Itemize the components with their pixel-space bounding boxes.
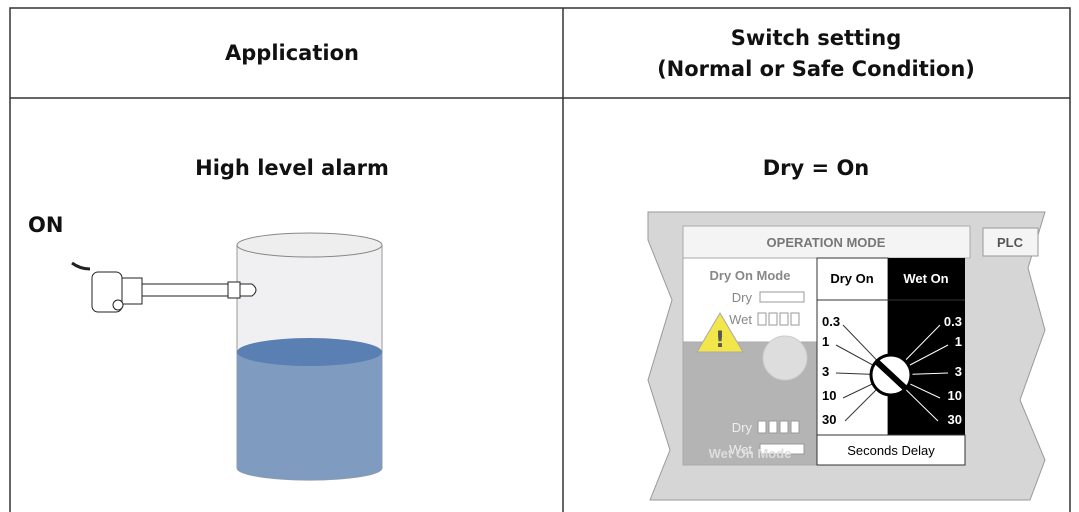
header-condition: (Normal or Safe Condition) <box>657 57 975 81</box>
delay-left: 10 <box>822 388 836 403</box>
delay-right: 1 <box>955 334 962 349</box>
delay-left: 30 <box>822 412 836 427</box>
dry: Dry <box>732 420 753 435</box>
row-switch: Dry = On <box>763 156 870 180</box>
svg-text:!: ! <box>715 328 725 353</box>
delay-right: 30 <box>948 412 962 427</box>
panel-title: OPERATION MODE <box>767 235 886 250</box>
header-switch: Switch setting <box>731 26 901 50</box>
seconds-delay: Seconds Delay <box>847 443 935 458</box>
delays: 0.3 0.3 1 1 3 3 10 10 30 30 <box>822 314 962 427</box>
dry: Dry <box>732 290 753 305</box>
wet: Wet <box>729 312 752 327</box>
wet-on: Wet On <box>903 271 948 286</box>
wet-on-mode: Wet On Mode <box>709 446 792 461</box>
delay-right: 10 <box>948 388 962 403</box>
dry-on-mode: Dry On Mode <box>710 268 791 283</box>
wet: Wet <box>729 442 752 457</box>
delay-left: 1 <box>822 334 829 349</box>
on-label: ON <box>28 213 63 237</box>
header-application: Application <box>225 41 359 65</box>
tank <box>236 232 383 481</box>
dry-on: Dry On <box>830 271 873 286</box>
plc: PLC <box>997 235 1024 250</box>
delay-left: 3 <box>822 364 829 379</box>
delay-left: 0.3 <box>822 314 840 329</box>
delay-right: 0.3 <box>944 314 962 329</box>
table <box>9 7 1071 512</box>
panel: ! <box>647 211 1046 501</box>
delay-right: 3 <box>955 364 962 379</box>
row-application: High level alarm <box>195 156 389 180</box>
sensor <box>71 261 257 313</box>
